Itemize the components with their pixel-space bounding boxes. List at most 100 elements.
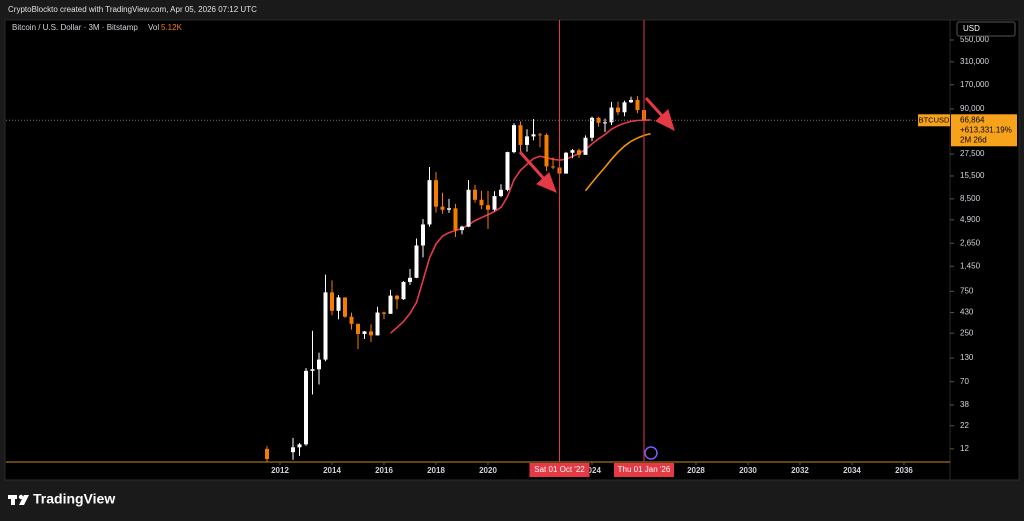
candle-body (343, 297, 348, 317)
x-tick-label: 2012 (271, 466, 289, 475)
candle-body (349, 316, 354, 324)
candle-body (427, 180, 432, 225)
candle-body (291, 447, 296, 453)
moving-average (389, 119, 651, 334)
y-tick-label: 15,500 (960, 171, 985, 180)
candle-body (369, 331, 374, 336)
candle-body (265, 448, 270, 459)
candle-body (583, 137, 588, 155)
x-tick-label: 2016 (375, 466, 393, 475)
candle-body (466, 189, 471, 227)
x-tick-label: 2024 (583, 466, 601, 475)
candle-body (310, 369, 315, 371)
candle-body (518, 125, 523, 145)
candle-body (531, 134, 536, 137)
price-tag-countdown: 2M 26d (960, 135, 987, 144)
candle-body (498, 189, 503, 197)
candle-body (362, 331, 367, 334)
arrow (518, 151, 547, 181)
candle-body (589, 117, 594, 138)
candle-body (460, 226, 465, 231)
axes: 12 22 38 70 130 250 430 750 1,450 2,650 4,900 8,500… (271, 35, 989, 475)
candle-body (408, 277, 413, 282)
x-tick-label: 2018 (427, 466, 445, 475)
header-text: CryptoBlockto created with TradingView.c… (8, 5, 257, 14)
candle-body (609, 107, 614, 123)
candle-body (544, 134, 549, 167)
candle-body (336, 297, 341, 311)
candle-body (511, 125, 516, 153)
candle-body (602, 122, 607, 124)
candle-body (524, 136, 529, 145)
candle-body (304, 370, 309, 445)
x-tick-label: 2030 (739, 466, 757, 475)
arrow-head (655, 109, 675, 131)
candle-body (401, 281, 406, 300)
logo-part (18, 494, 24, 500)
x-tick-label: 2014 (323, 466, 341, 475)
y-tick-label: 550,000 (960, 35, 989, 44)
candle-body (479, 199, 484, 206)
candle-body (473, 189, 477, 200)
candle-body (395, 295, 400, 300)
candle-body (330, 292, 335, 311)
logo-part (11, 495, 15, 505)
candle-body (550, 166, 555, 168)
candle-body (414, 245, 419, 278)
candle-body (563, 152, 568, 174)
y-tick-label: 8,500 (960, 194, 981, 203)
y-tick-label: 750 (960, 286, 974, 295)
candle-body (570, 150, 575, 153)
brand-name: TradingView (33, 491, 115, 507)
plot-area (6, 96, 950, 462)
y-tick-label: 130 (960, 353, 974, 362)
candle-body (421, 224, 426, 246)
currency-box[interactable] (956, 21, 1016, 37)
logo-part (19, 495, 29, 505)
candle-body (375, 312, 380, 336)
candle-body (622, 102, 627, 113)
candle-body (576, 150, 581, 155)
candle-body (388, 295, 393, 314)
y-tick-label: 250 (960, 328, 974, 337)
price-tag (951, 114, 1017, 147)
symbol-title: Bitcoin / U.S. Dollar · 3M · Bitstamp (12, 23, 138, 32)
candle-body (453, 208, 458, 231)
candle-body (492, 196, 497, 210)
y-tick-label: 22 (960, 421, 969, 430)
candle-body (440, 206, 445, 210)
y-tick-label: 310,000 (960, 57, 989, 66)
symbol-tag-label: BTCUSD (919, 115, 950, 124)
y-tick-label: 4,900 (960, 215, 981, 224)
symbol-tag (918, 114, 950, 127)
candle-body (356, 323, 361, 334)
price-tag-value: 66,864 (960, 115, 985, 124)
candle-body (596, 117, 601, 123)
candle-body (615, 107, 620, 113)
candle-body (382, 312, 387, 314)
candle-body (297, 444, 302, 448)
annotation-arrows (518, 96, 675, 193)
y-tick-label: 2,650 (960, 238, 981, 247)
candle-body (537, 134, 542, 136)
y-tick-label: 170,000 (960, 80, 989, 89)
arrow-head (536, 172, 557, 193)
price-tag-change: +613,331.19% (960, 125, 1012, 134)
candle-body (635, 99, 640, 111)
x-tick-label: 2036 (895, 466, 913, 475)
volume-value: 5.12K (161, 23, 183, 32)
y-tick-label: 430 (960, 308, 974, 317)
y-tick-label: 90,000 (960, 104, 985, 113)
y-tick-label: 1,450 (960, 261, 981, 270)
candle-body (434, 180, 439, 207)
y-tick-label: 27,500 (960, 149, 985, 158)
chart-panel (4, 19, 1020, 481)
marker-tag (613, 463, 674, 477)
y-tick-label: 38 (960, 400, 969, 409)
x-tick-label: 2032 (791, 466, 809, 475)
candle-body (447, 208, 452, 210)
candle-body (323, 292, 328, 360)
event-icon[interactable] (644, 446, 658, 460)
